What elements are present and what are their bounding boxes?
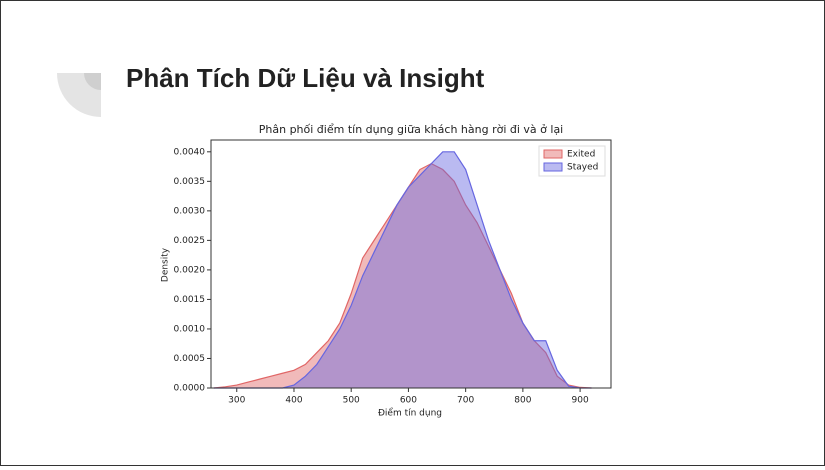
y-axis-label: Density (161, 247, 171, 282)
y-tick-label: 0.0015 (174, 295, 206, 305)
x-axis-label: Điểm tín dụng (378, 408, 442, 419)
y-tick-label: 0.0005 (174, 354, 206, 364)
x-tick-label: 600 (400, 396, 417, 406)
legend-label: Exited (567, 150, 595, 160)
slide-title: Phân Tích Dữ Liệu và Insight (126, 63, 485, 93)
area-fill (213, 163, 592, 388)
x-tick-label: 400 (285, 396, 302, 406)
y-tick-label: 0.0020 (174, 265, 206, 275)
x-tick-label: 800 (514, 396, 531, 406)
decor-shape (84, 73, 101, 90)
x-tick-label: 500 (343, 396, 360, 406)
x-tick-label: 700 (457, 396, 474, 406)
area-fill (213, 151, 592, 388)
x-tick-label: 300 (228, 396, 245, 406)
y-tick-label: 0.0025 (174, 236, 206, 246)
legend-label: Stayed (567, 163, 598, 173)
chart-title: Phân phối điểm tín dụng giữa khách hàng … (259, 123, 564, 136)
legend-swatch (543, 162, 563, 172)
y-tick-label: 0.0010 (174, 324, 206, 334)
plot-frame (210, 139, 612, 389)
y-tick-label: 0.0030 (174, 206, 206, 216)
y-tick-label: 0.0035 (174, 177, 206, 187)
x-tick-label: 900 (572, 396, 589, 406)
y-tick-label: 0.0040 (174, 147, 206, 157)
y-tick-label: 0.0000 (174, 384, 206, 394)
legend-swatch (543, 149, 563, 159)
